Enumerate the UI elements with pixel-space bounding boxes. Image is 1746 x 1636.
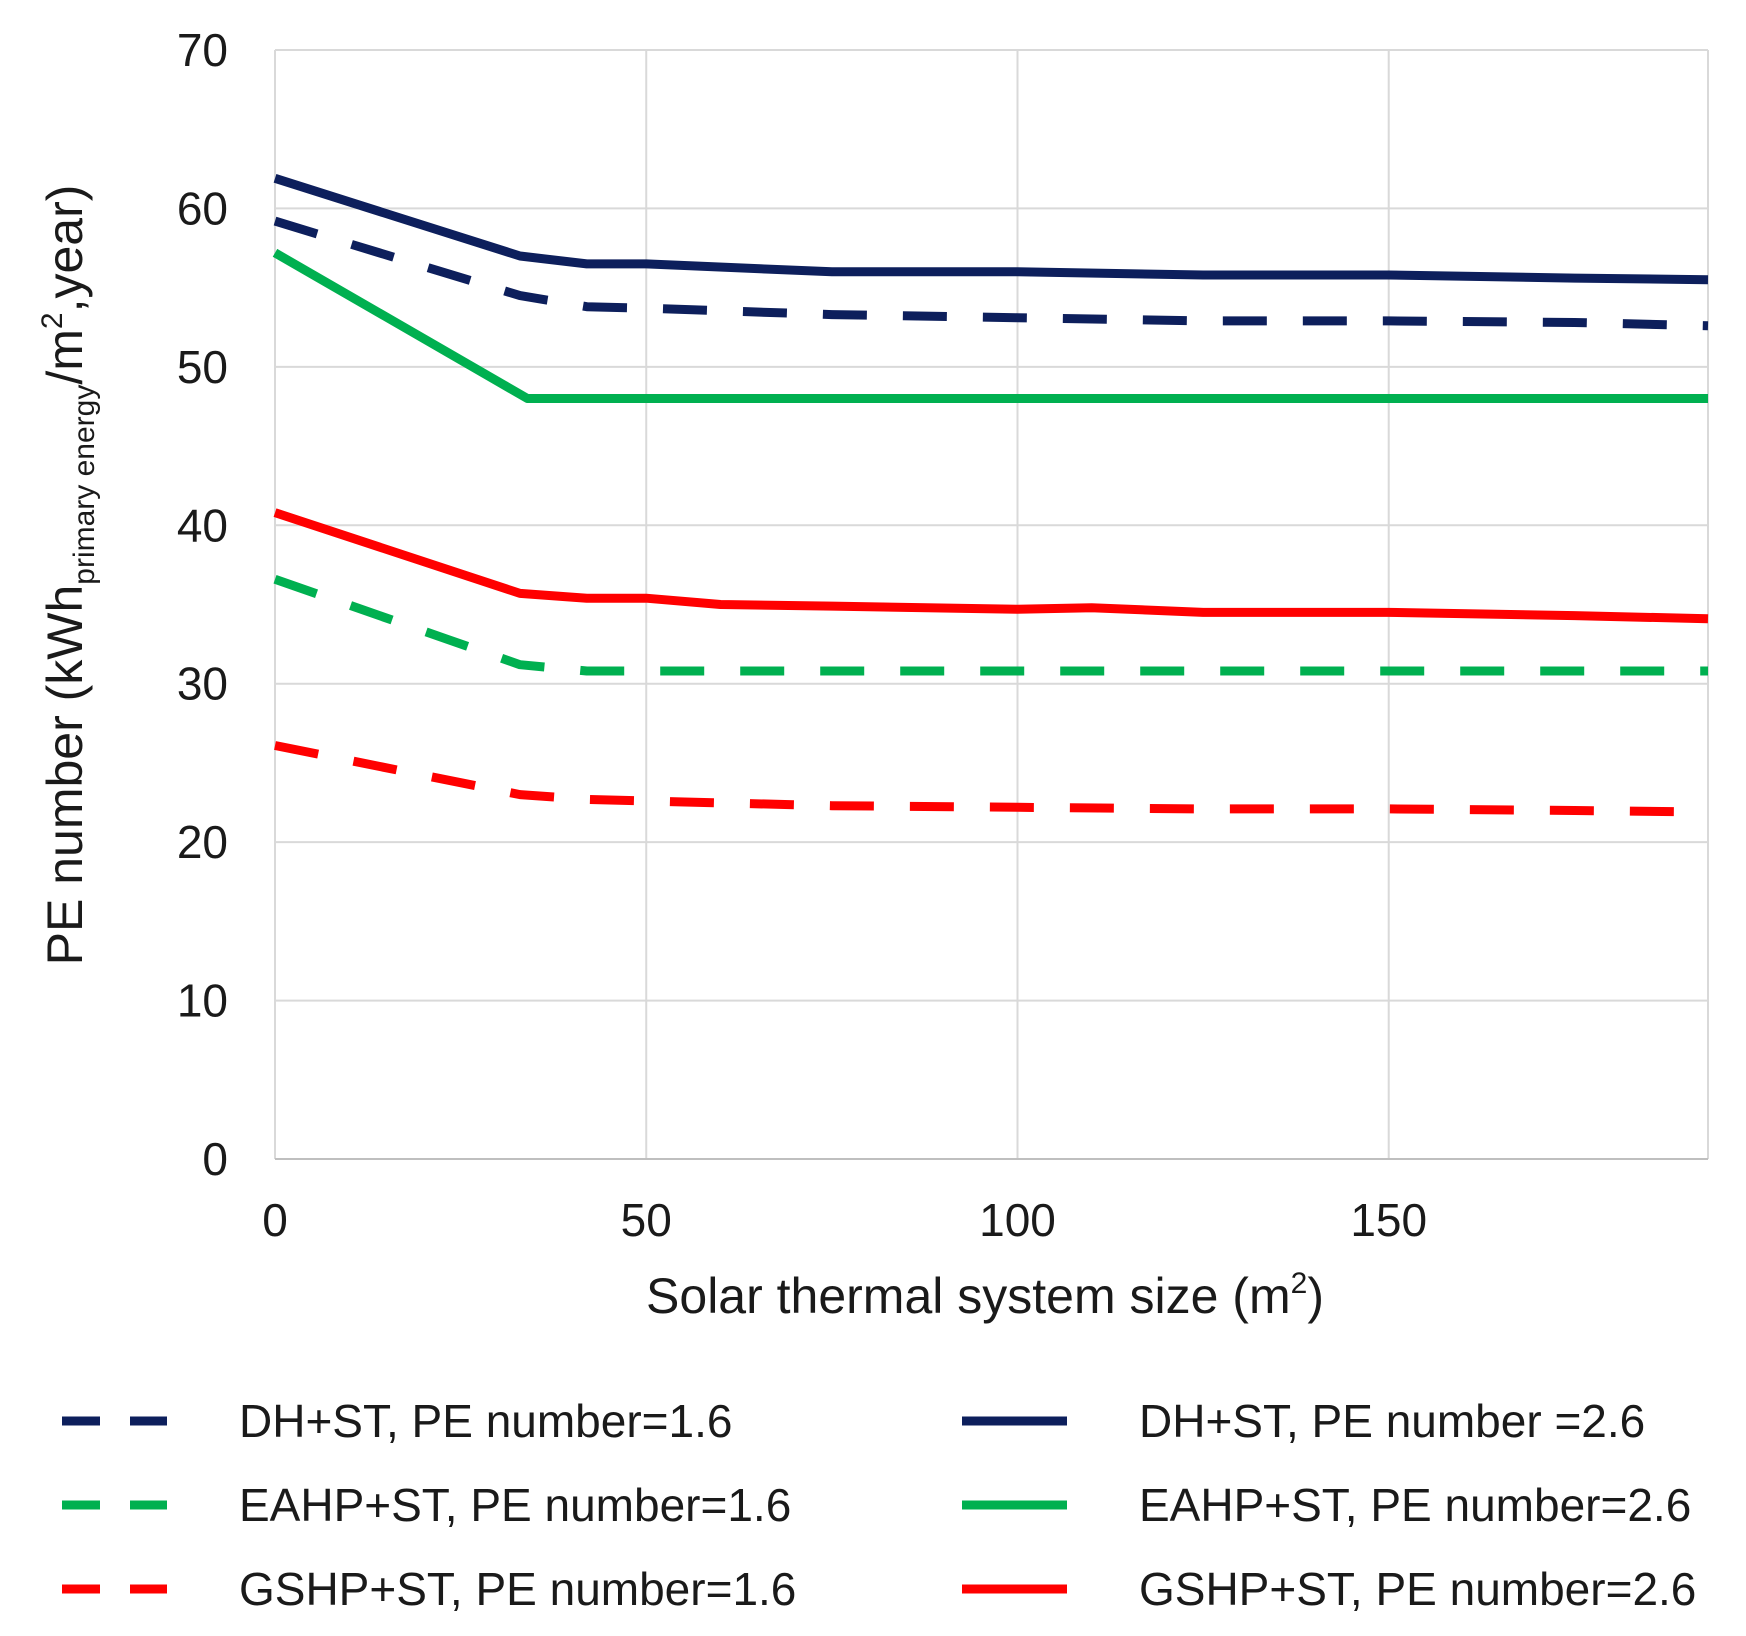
- y-tick-label: 10: [177, 975, 228, 1027]
- y-tick-label: 20: [177, 816, 228, 868]
- legend-label-2: EAHP+ST, PE number=1.6: [239, 1479, 791, 1531]
- x-tick-label: 50: [621, 1194, 672, 1246]
- y-tick-label: 50: [177, 341, 228, 393]
- y-tick-label: 40: [177, 499, 228, 551]
- legend-label-1: DH+ST, PE number =2.6: [1139, 1395, 1645, 1447]
- legend: DH+ST, PE number=1.6 DH+ST, PE number =2.…: [62, 1395, 1696, 1615]
- x-axis-title: Solar thermal system size (m2): [646, 1267, 1324, 1324]
- x-tick-label: 150: [1350, 1194, 1427, 1246]
- series-line-4: [274, 741, 1709, 817]
- x-tick-label: 0: [262, 1194, 288, 1246]
- legend-label-5: GSHP+ST, PE number=2.6: [1139, 1563, 1696, 1615]
- legend-label-3: EAHP+ST, PE number=2.6: [1139, 1479, 1691, 1531]
- legend-label-0: DH+ST, PE number=1.6: [239, 1395, 732, 1447]
- series-line-5: [273, 508, 1709, 624]
- y-axis-title: PE number (kWhprimary energy/m2,year): [36, 185, 101, 966]
- legend-label-4: GSHP+ST, PE number=1.6: [239, 1563, 796, 1615]
- tick-labels: 0 10 20 30 40 50 60 70 0 50 100 150: [177, 24, 1427, 1246]
- y-tick-label: 70: [177, 24, 228, 76]
- series-line-3: [272, 248, 1708, 403]
- series-line-1: [273, 174, 1709, 285]
- y-tick-label: 30: [177, 658, 228, 710]
- series-lines: [272, 174, 1709, 817]
- y-tick-label: 0: [202, 1133, 228, 1185]
- x-tick-label: 100: [979, 1194, 1056, 1246]
- grid: [274, 49, 1709, 1160]
- y-tick-label: 60: [177, 182, 228, 234]
- series-line-2: [273, 574, 1708, 676]
- series-line-0: [273, 216, 1709, 331]
